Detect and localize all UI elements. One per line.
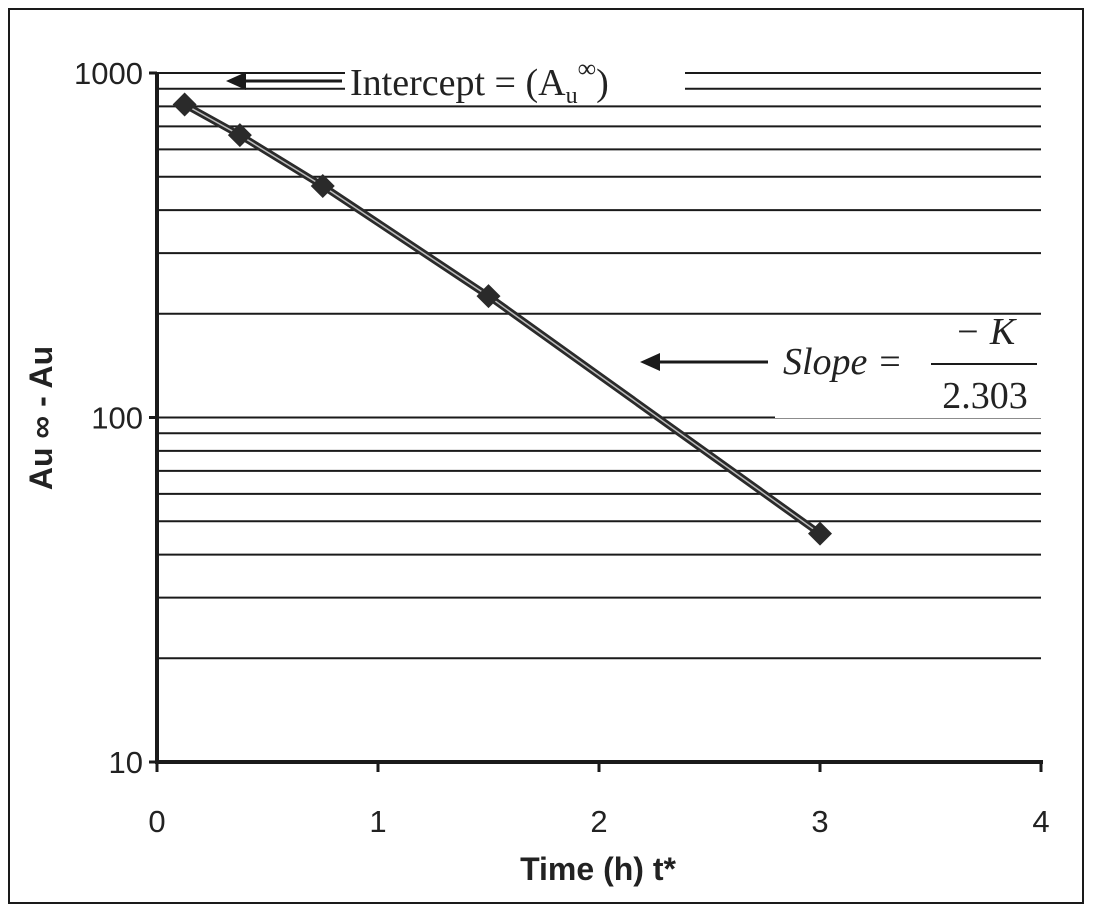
left-arrow-icon [640, 353, 660, 371]
y-axis-title: Au ∞ - Au [23, 346, 59, 490]
x-tick-label: 3 [811, 804, 828, 839]
data-series [172, 92, 832, 546]
intercept-label: Intercept = (Au∞) [350, 54, 609, 109]
x-tick-label: 4 [1032, 804, 1049, 839]
y-ticks: 10 100 1000 [74, 56, 157, 780]
left-arrow-icon [226, 72, 246, 90]
y-tick-label: 10 [109, 745, 143, 780]
slope-annotation: Slope = − K 2.303 [640, 311, 1041, 418]
intercept-annotation: Intercept = (Au∞) [226, 54, 685, 109]
slope-numerator: − K [955, 311, 1017, 353]
x-tick-label: 1 [369, 804, 386, 839]
data-point-diamond [476, 284, 501, 309]
x-tick-label: 2 [590, 804, 607, 839]
x-tick-label: 0 [148, 804, 165, 839]
series-line [182, 101, 823, 537]
x-axis-title: Time (h) t* [520, 851, 676, 887]
chart-frame [8, 8, 1084, 904]
data-point-diamond [808, 521, 832, 546]
slope-label: Slope = [783, 341, 903, 383]
data-point-diamond [227, 123, 252, 148]
y-tick-label: 100 [91, 401, 143, 436]
data-point-diamond [172, 92, 197, 117]
y-tick-label: 1000 [74, 56, 143, 91]
x-ticks: 0 1 2 3 4 [148, 762, 1050, 839]
data-point-diamond [310, 173, 335, 198]
slope-denominator: 2.303 [942, 375, 1028, 417]
